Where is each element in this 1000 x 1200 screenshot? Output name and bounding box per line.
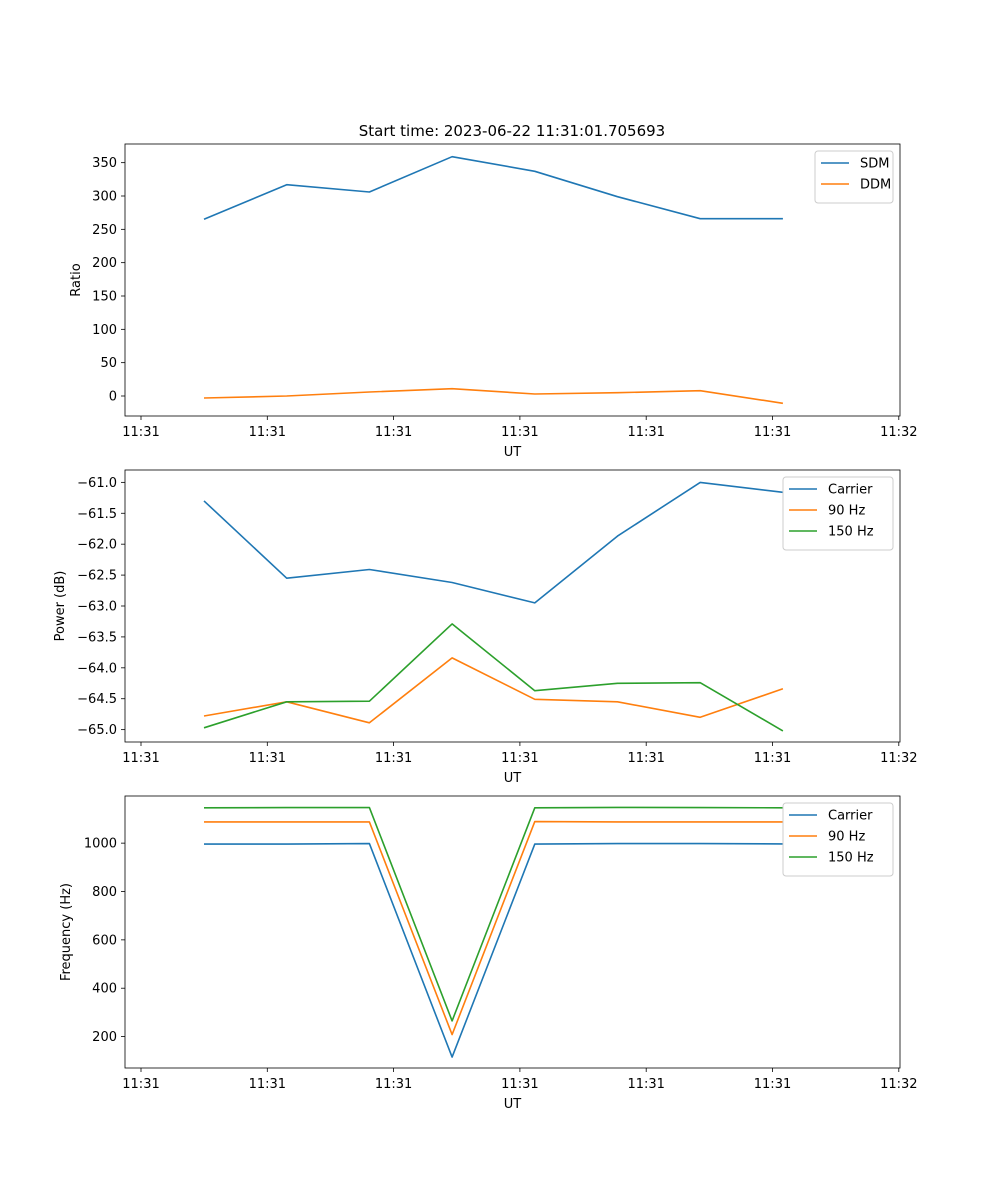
legend-entry: 90 Hz [828,830,865,845]
legend: Carrier 90 Hz 150 Hz [782,476,894,551]
x-tick-label: 11:31 [122,751,159,766]
y-axis-label: Power (dB) [53,571,68,642]
y-tick-label: 1000 [84,837,117,852]
series-line-90-hz [203,657,784,724]
axes-frame [124,795,901,1069]
x-tick-label: 11:31 [249,425,286,440]
legend-entry: 150 Hz [828,851,874,866]
x-tick-label: 11:31 [501,751,538,766]
y-tick-label: −63.0 [77,600,117,615]
x-tick-label: 11:31 [122,1077,159,1092]
x-axis-label: UT [504,1097,522,1112]
x-tick-label: 11:31 [501,425,538,440]
y-tick-label: 200 [92,256,117,271]
y-axis-label: Ratio [69,263,84,296]
y-tick-label: 600 [92,933,117,948]
y-tick-label: 300 [92,190,117,205]
y-axis-label: Frequency (Hz) [59,883,74,981]
x-tick-label: 11:31 [627,751,664,766]
y-tick-label: −65.0 [77,723,117,738]
x-tick-label: 11:31 [375,425,412,440]
y-tick-label: −64.5 [77,692,117,707]
x-tick-label: 11:32 [880,1077,917,1092]
subplots: 0 50 100 150 200 250 300 350 11:31 11:31 11:31 11:3… [53,143,918,1112]
x-tick-label: 11:31 [754,751,791,766]
x-tick-label: 11:31 [249,1077,286,1092]
legend-entry: DDM [860,178,891,193]
x-tick-label: 11:31 [249,751,286,766]
chart-title: Start time: 2023-06-22 11:31:01.705693 [359,122,665,140]
y-tick-label: 100 [92,323,117,338]
axes-frame [124,143,901,417]
x-tick-label: 11:31 [627,1077,664,1092]
legend-box [814,150,894,204]
y-tick-label: 200 [92,1030,117,1045]
x-tick-label: 11:31 [754,425,791,440]
x-tick-label: 11:31 [122,425,159,440]
x-tick-label: 11:32 [880,425,917,440]
legend: Carrier 90 Hz 150 Hz [782,802,894,877]
x-axis-label: UT [504,445,522,460]
legend-entry: 90 Hz [828,504,865,519]
series-line-150-hz [203,806,783,1022]
series-line-sdm [203,155,783,221]
subplot-1: 0 50 100 150 200 250 300 350 11:31 11:31 11:31 11:3… [69,143,918,460]
y-tick-label: −63.5 [77,630,117,645]
series-line-150-hz [203,623,784,732]
legend-entry: Carrier [828,809,873,824]
y-tick-label: −61.5 [77,507,117,522]
series-line-carrier [204,842,783,1058]
legend-entry: 150 Hz [828,525,874,540]
y-tick-label: 800 [92,885,117,900]
x-tick-label: 11:32 [880,751,917,766]
legend: SDM DDM [814,150,894,204]
x-axis-label: UT [504,771,522,786]
x-tick-label: 11:31 [627,425,664,440]
y-tick-label: −61.0 [77,476,117,491]
series-line-carrier [203,481,783,604]
y-tick-label: 150 [92,290,117,305]
x-tick-label: 11:31 [375,751,412,766]
y-tick-label: −62.0 [77,538,117,553]
legend-entry: Carrier [828,483,873,498]
y-tick-label: 50 [100,356,117,371]
series-line-90-hz [204,820,783,1036]
x-tick-label: 11:31 [375,1077,412,1092]
y-tick-label: 0 [109,390,117,405]
subplot-2: −65.0 −64.5 −64.0 −63.5 −63.0 −62.5 −62.0 −61.5… [53,469,918,786]
y-tick-label: −62.5 [77,569,117,584]
x-tick-label: 11:31 [501,1077,538,1092]
y-tick-label: 250 [92,223,117,238]
x-tick-label: 11:31 [754,1077,791,1092]
legend-entry: SDM [860,157,889,172]
subplot-3: 200 400 600 800 1000 11:31 11:31 11:31 11:31 11:3… [59,795,918,1112]
y-tick-label: −64.0 [77,661,117,676]
y-tick-label: 350 [92,156,117,171]
series-line-ddm [203,387,784,405]
y-tick-label: 400 [92,982,117,997]
